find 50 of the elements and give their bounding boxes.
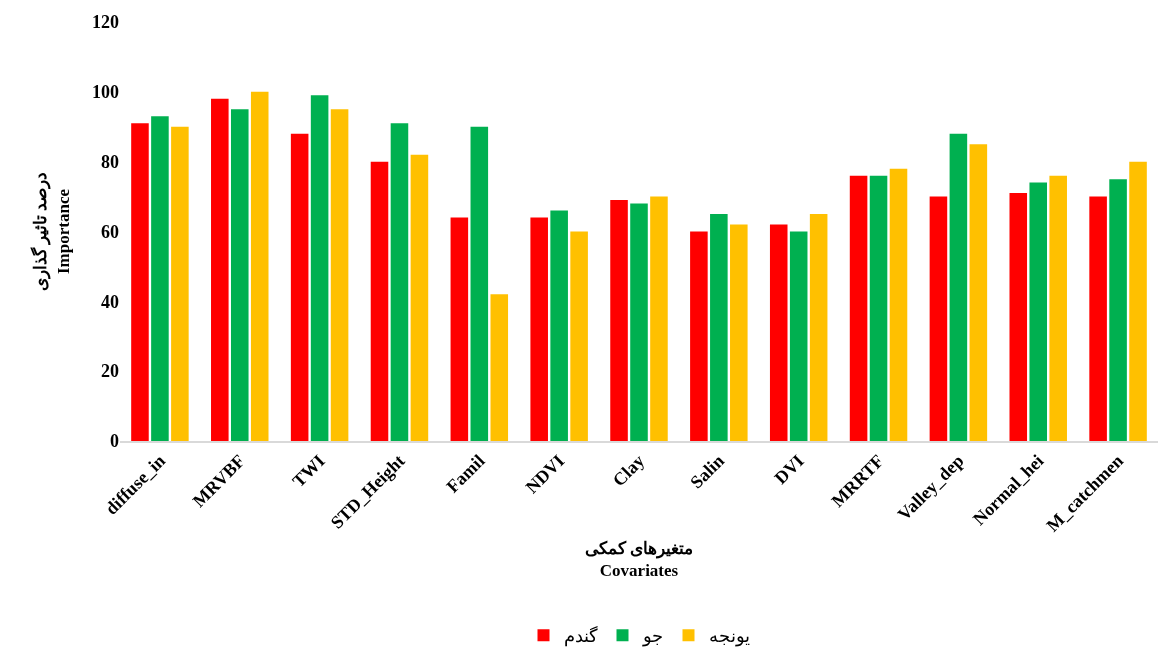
bar — [809, 214, 828, 441]
bar — [450, 217, 469, 441]
bar — [869, 175, 888, 441]
bar — [969, 144, 988, 441]
x-tick-label: Clay — [608, 450, 649, 491]
bar — [490, 294, 509, 441]
bar — [610, 200, 628, 441]
bar — [690, 231, 708, 441]
y-tick-label: 80 — [101, 151, 119, 172]
y-tick-label: 60 — [101, 221, 119, 242]
bar — [550, 210, 568, 441]
bar — [310, 95, 329, 441]
bar — [650, 196, 668, 441]
legend-label: یونجه — [708, 626, 750, 648]
y-tick-label: 20 — [101, 361, 119, 382]
bar — [630, 203, 648, 441]
y-tick-label: 100 — [92, 82, 119, 103]
y-tick-label: 40 — [101, 291, 119, 312]
bar — [171, 126, 189, 441]
bar — [390, 123, 409, 441]
legend-label: گندم — [563, 625, 598, 648]
bar — [789, 231, 808, 441]
bar — [530, 217, 548, 441]
bar — [769, 224, 788, 441]
legend-label: جو — [641, 626, 663, 648]
bar — [570, 231, 588, 441]
bar — [1129, 161, 1147, 441]
bar — [730, 224, 748, 441]
y-tick-label: 120 — [92, 12, 119, 33]
bar — [1049, 175, 1067, 441]
bar — [330, 109, 349, 441]
bar — [889, 168, 908, 441]
bar — [1109, 179, 1127, 441]
bar — [370, 161, 389, 441]
bar — [211, 98, 229, 441]
bar — [230, 109, 249, 441]
bar — [410, 154, 429, 441]
bar — [290, 133, 309, 441]
bar — [470, 126, 489, 441]
bar — [151, 116, 169, 441]
bar — [131, 123, 149, 441]
bar — [1089, 196, 1107, 441]
bar — [929, 196, 948, 441]
bar — [1029, 182, 1048, 441]
bar — [1009, 193, 1028, 441]
bar — [710, 214, 728, 441]
bar — [250, 91, 269, 441]
bar — [849, 175, 868, 441]
bar — [949, 133, 968, 441]
y-tick-label: 0 — [110, 431, 119, 452]
